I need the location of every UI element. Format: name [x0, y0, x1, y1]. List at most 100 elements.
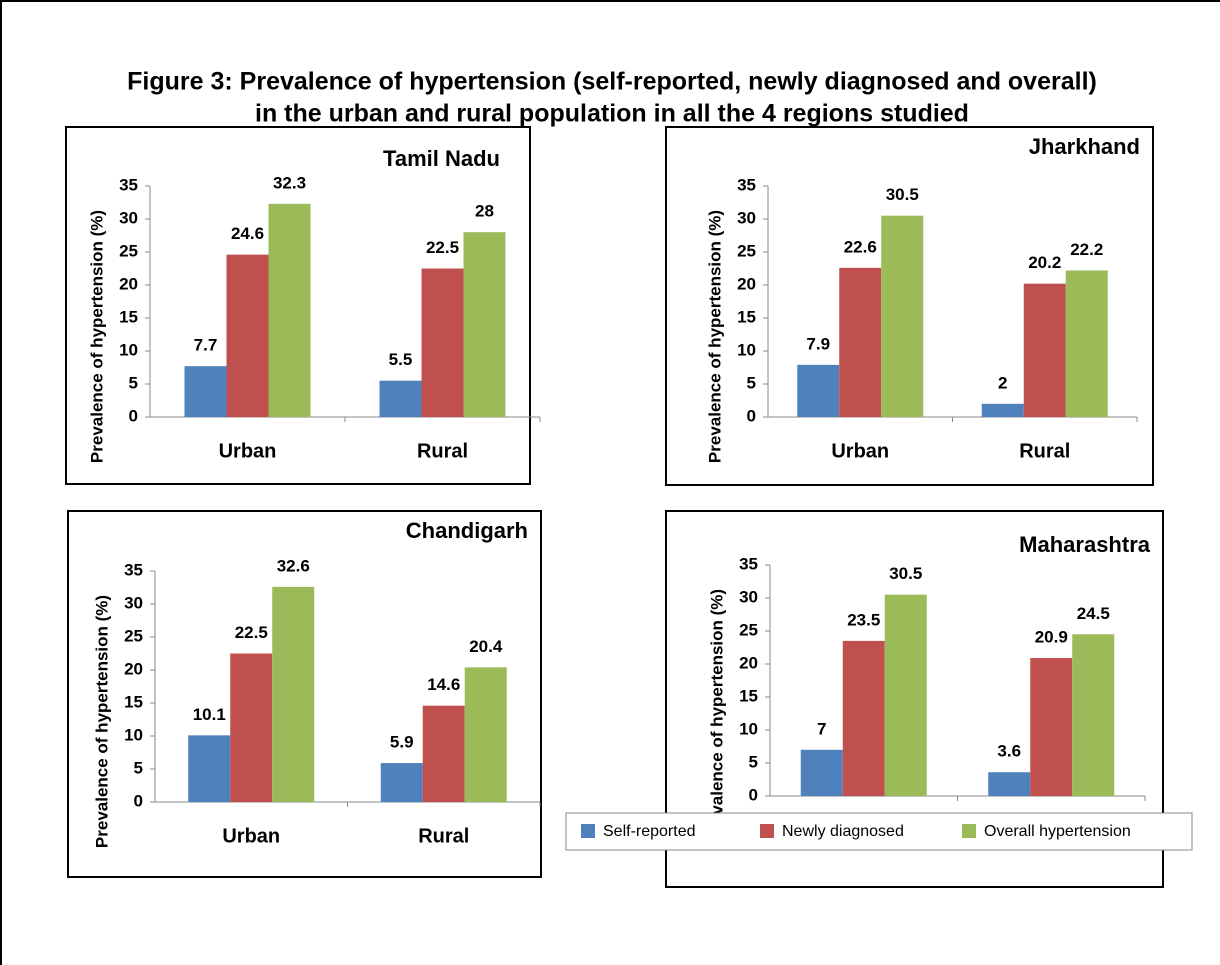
legend-swatch — [581, 824, 595, 838]
y-tick-label: 15 — [124, 692, 143, 711]
bar — [422, 705, 465, 802]
panel-frame — [665, 126, 1154, 486]
bar — [188, 735, 231, 802]
bar — [463, 232, 506, 417]
bar — [988, 772, 1031, 796]
data-label: 30.5 — [889, 564, 922, 583]
y-tick-label: 30 — [737, 208, 756, 227]
y-tick-label: 25 — [124, 626, 143, 645]
y-axis-label: Prevalence of hypertension (%) — [705, 210, 724, 463]
figure-title: Figure 3: Prevalence of hypertension (se… — [127, 68, 1097, 96]
data-label: 24.6 — [231, 224, 264, 243]
bar — [981, 403, 1024, 417]
data-label: 22.5 — [426, 238, 459, 257]
y-tick-label: 25 — [119, 241, 138, 260]
legend-frame — [565, 812, 1193, 851]
data-label: 7 — [817, 719, 826, 738]
y-tick-label: 35 — [124, 560, 143, 579]
bar — [421, 268, 464, 417]
y-tick-label: 15 — [737, 307, 756, 326]
y-tick-label: 10 — [739, 719, 758, 738]
y-tick-label: 0 — [747, 406, 756, 425]
panel-frame — [65, 126, 531, 485]
x-tick-label: Urban — [831, 440, 889, 462]
legend-swatch — [962, 824, 976, 838]
y-tick-label: 10 — [119, 340, 138, 359]
bar — [268, 203, 311, 417]
data-label: 22.6 — [844, 237, 877, 256]
y-tick-label: 0 — [749, 785, 758, 804]
data-label: 7.9 — [806, 334, 830, 353]
y-tick-label: 30 — [119, 208, 138, 227]
bar — [379, 380, 422, 417]
bar — [884, 594, 927, 796]
bar — [226, 254, 269, 417]
panel-frame — [665, 510, 1164, 888]
y-tick-label: 25 — [739, 620, 758, 639]
bar — [1072, 634, 1115, 796]
x-tick-label: Rural — [417, 440, 468, 462]
y-tick-label: 15 — [119, 307, 138, 326]
data-label: 7.7 — [194, 336, 218, 355]
data-label: 24.5 — [1077, 604, 1110, 623]
y-tick-label: 35 — [737, 175, 756, 194]
panel-title: Maharashtra — [1019, 532, 1151, 557]
bar — [800, 749, 843, 796]
y-axis-label: Prevalence of hypertension (%) — [707, 589, 726, 842]
x-tick-label: Rural — [1019, 440, 1070, 462]
legend-label: Overall hypertension — [984, 823, 1131, 840]
y-tick-label: 0 — [129, 406, 138, 425]
panel-title: Tamil Nadu — [383, 146, 500, 171]
bar — [842, 640, 885, 796]
bar — [1023, 283, 1066, 417]
y-tick-label: 5 — [129, 373, 138, 392]
data-label: 14.6 — [427, 675, 460, 694]
bar — [184, 366, 227, 417]
x-tick-label: Rural — [418, 825, 469, 847]
legend-label: Newly diagnosed — [782, 823, 904, 840]
y-tick-label: 5 — [749, 752, 758, 771]
data-label: 5.5 — [389, 350, 413, 369]
y-tick-label: 35 — [739, 554, 758, 573]
y-tick-label: 5 — [747, 373, 756, 392]
bar — [1030, 658, 1073, 796]
y-axis-label: Prevalence of hypertension (%) — [92, 595, 111, 848]
y-tick-label: 20 — [737, 274, 756, 293]
y-tick-label: 35 — [119, 175, 138, 194]
bar — [230, 653, 273, 802]
y-tick-label: 20 — [119, 274, 138, 293]
data-label: 20.9 — [1035, 628, 1068, 647]
bar — [839, 267, 882, 417]
panel-frame — [67, 510, 542, 878]
bar — [881, 215, 924, 417]
y-tick-label: 25 — [737, 241, 756, 260]
y-tick-label: 20 — [739, 653, 758, 672]
x-tick-label: Urban — [222, 825, 280, 847]
x-tick-label: Urban — [219, 440, 277, 462]
y-tick-label: 0 — [134, 791, 143, 810]
bar — [1065, 270, 1108, 417]
bar — [380, 763, 423, 802]
bar — [797, 364, 840, 417]
legend-label: Self-reported — [603, 823, 696, 840]
y-tick-label: 10 — [737, 340, 756, 359]
data-label: 22.2 — [1070, 240, 1103, 259]
y-tick-label: 30 — [124, 593, 143, 612]
bar — [272, 586, 315, 802]
legend-swatch — [760, 824, 774, 838]
data-label: 22.5 — [235, 623, 268, 642]
data-label: 20.2 — [1028, 253, 1061, 272]
data-label: 23.5 — [847, 610, 880, 629]
data-label: 2 — [998, 373, 1007, 392]
bar — [464, 667, 507, 802]
panel-title: Jharkhand — [1029, 134, 1140, 159]
panel-title: Chandigarh — [406, 518, 528, 543]
data-label: 30.5 — [886, 185, 919, 204]
data-label: 32.6 — [277, 556, 310, 575]
y-tick-label: 20 — [124, 659, 143, 678]
data-label: 5.9 — [390, 733, 414, 752]
data-label: 32.3 — [273, 173, 306, 192]
y-tick-label: 10 — [124, 725, 143, 744]
data-label: 3.6 — [997, 742, 1021, 761]
